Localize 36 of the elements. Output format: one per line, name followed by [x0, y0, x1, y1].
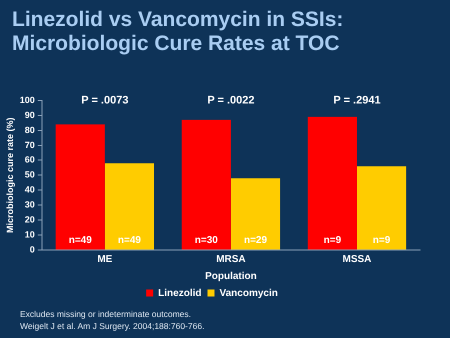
y-axis-title: Microbiologic cure rate (%) — [4, 117, 15, 233]
bar — [230, 178, 280, 250]
annotation: P = .0073 — [81, 94, 128, 106]
annotation: P = .0022 — [207, 94, 255, 106]
bar — [308, 116, 357, 250]
x-tick-label: MSSA — [342, 254, 372, 265]
y-tick-label: 30 — [24, 200, 35, 210]
text: Excludes missing or indeterminate outcomes. — [20, 308, 192, 320]
annotation: n=29 — [244, 234, 268, 246]
chart-title: Linezolid vs Vancomycin in SSIs: Microbiologic Cure Rates at TOC — [12, 8, 344, 56]
text: Weigelt J et al. Am J Surgery. 2004;188:760-766. — [20, 320, 204, 332]
bar — [56, 124, 105, 250]
annotation: n=9 — [372, 234, 391, 246]
annotation: n=30 — [194, 234, 218, 246]
annotation: P = .2941 — [333, 94, 381, 106]
legend-label: Linezolid — [158, 288, 202, 299]
x-axis-title: Population — [205, 270, 257, 282]
annotation: n=9 — [324, 234, 342, 246]
y-tick-label: 50 — [24, 170, 35, 180]
y-tick-label: 80 — [24, 124, 35, 135]
y-tick-label: 100 — [20, 94, 35, 105]
bar — [182, 120, 231, 250]
x-tick-label: MRSA — [216, 254, 246, 265]
annotation: n=49 — [68, 234, 92, 246]
y-tick-label: 0 — [30, 244, 35, 254]
annotation: n=49 — [118, 234, 142, 246]
y-tick-label: 90 — [24, 110, 35, 120]
y-tick-label: 10 — [24, 230, 35, 240]
y-tick-label: 70 — [24, 140, 35, 150]
legend-label: Vancomycin — [219, 288, 278, 299]
y-tick-label: 20 — [24, 214, 35, 225]
bar — [356, 166, 406, 250]
y-tick-label: 40 — [24, 184, 35, 195]
x-tick-label: ME — [97, 254, 113, 265]
y-tick-label: 60 — [24, 154, 35, 165]
bar — [104, 163, 154, 250]
